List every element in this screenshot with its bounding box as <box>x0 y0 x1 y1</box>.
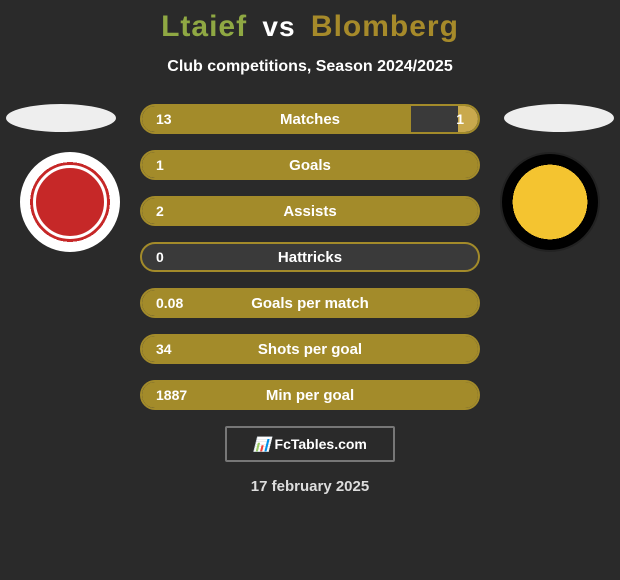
stat-label: Assists <box>142 203 478 220</box>
club-crest-right <box>500 152 600 252</box>
player1-name: Ltaief <box>161 10 247 43</box>
stat-label: Hattricks <box>142 249 478 266</box>
player2-name: Blomberg <box>311 10 459 43</box>
club-crest-left <box>20 152 120 252</box>
stat-value-right: 1 <box>456 111 464 127</box>
stat-label: Goals <box>142 157 478 174</box>
flag-right <box>504 104 614 132</box>
stat-bar: 1Goals <box>140 150 480 180</box>
flag-left <box>6 104 116 132</box>
stat-bars: 13Matches11Goals2Assists0Hattricks0.08Go… <box>140 104 480 410</box>
main-area: 13Matches11Goals2Assists0Hattricks0.08Go… <box>0 104 620 410</box>
brand-icon: 📊 <box>253 436 270 453</box>
stat-bar: 1887Min per goal <box>140 380 480 410</box>
vs-text: vs <box>262 11 295 42</box>
stat-label: Goals per match <box>142 295 478 312</box>
stat-bar: 0Hattricks <box>140 242 480 272</box>
stat-bar: 2Assists <box>140 196 480 226</box>
brand-text: FcTables.com <box>275 436 367 452</box>
stat-label: Min per goal <box>142 387 478 404</box>
brand-badge[interactable]: 📊 FcTables.com <box>225 426 395 462</box>
date-text: 17 february 2025 <box>0 478 620 495</box>
stat-bar: 0.08Goals per match <box>140 288 480 318</box>
subtitle: Club competitions, Season 2024/2025 <box>0 58 620 76</box>
comparison-title: Ltaief vs Blomberg <box>0 0 620 44</box>
stat-label: Matches <box>142 111 478 128</box>
stat-label: Shots per goal <box>142 341 478 358</box>
stat-bar: 13Matches1 <box>140 104 480 134</box>
stat-bar: 34Shots per goal <box>140 334 480 364</box>
